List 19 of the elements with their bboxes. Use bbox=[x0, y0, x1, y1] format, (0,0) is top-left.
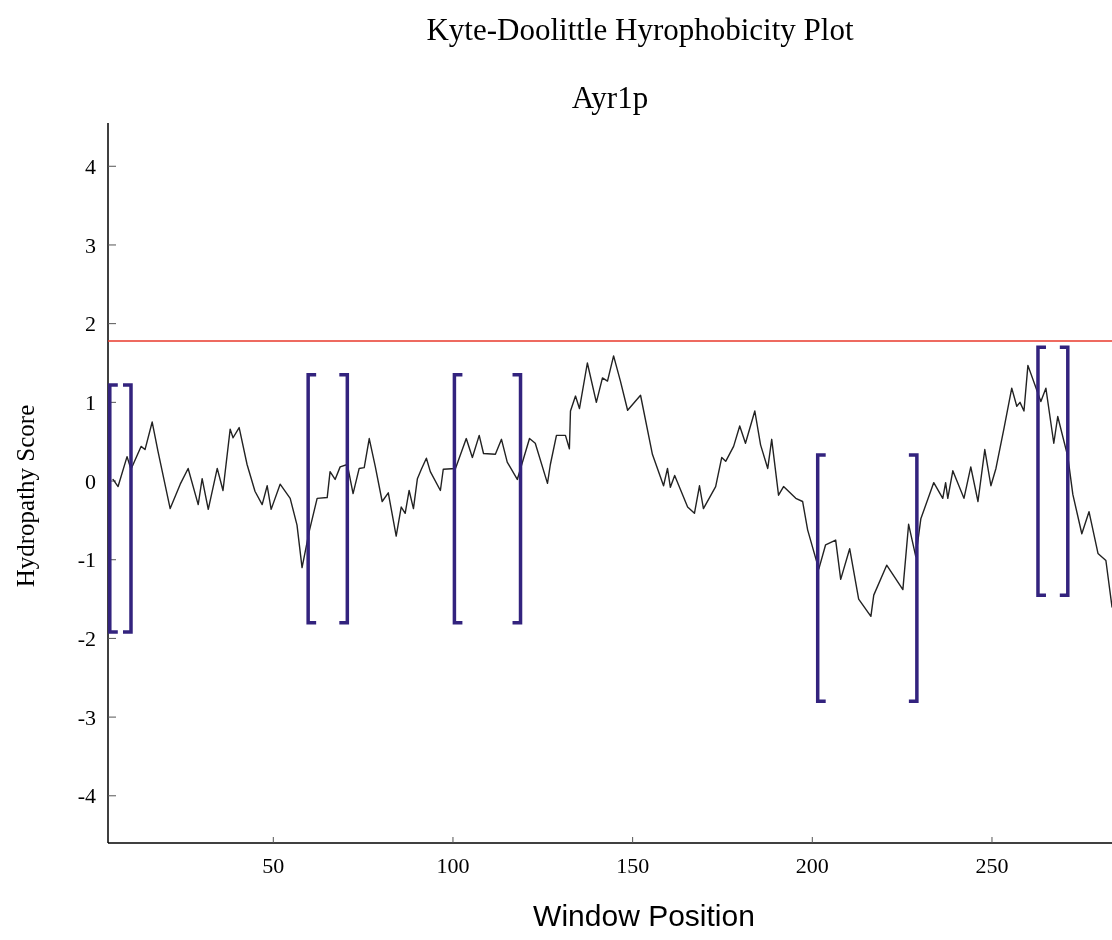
chart-title: Kyte-Doolittle Hyrophobicity Plot bbox=[426, 12, 854, 47]
y-tick-label: -3 bbox=[77, 704, 96, 730]
y-tick-label: -1 bbox=[77, 547, 96, 573]
x-tick-label: 150 bbox=[616, 853, 650, 878]
x-tick-label: 100 bbox=[436, 853, 470, 878]
x-tick-label: 200 bbox=[795, 853, 829, 878]
y-tick-label: -4 bbox=[77, 783, 96, 809]
chart-subtitle: Ayr1p bbox=[571, 80, 649, 115]
y-tick-label: 2 bbox=[85, 311, 96, 337]
y-tick-label: 1 bbox=[85, 390, 96, 416]
x-axis-title: Window Position bbox=[533, 899, 755, 932]
x-tick-label: 250 bbox=[975, 853, 1009, 878]
line-series bbox=[112, 355, 1112, 618]
y-tick-label: 3 bbox=[85, 232, 96, 258]
y-tick-label: -2 bbox=[77, 626, 96, 652]
x-tick-label: 50 bbox=[262, 853, 285, 878]
y-tick-label: 4 bbox=[85, 153, 96, 179]
y-tick-label: 0 bbox=[85, 468, 96, 494]
y-axis-title: Hydropathy Score bbox=[12, 404, 39, 588]
